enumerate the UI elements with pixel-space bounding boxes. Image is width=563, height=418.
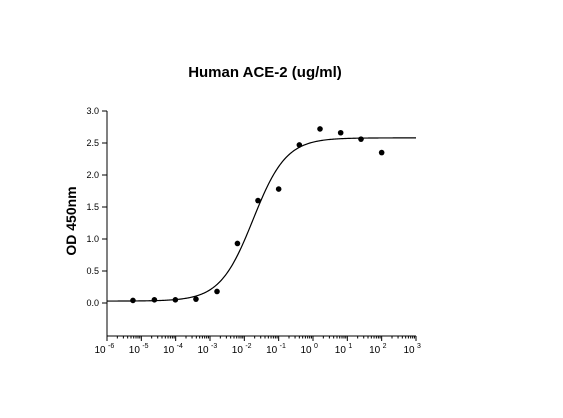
fit-curve-layer	[106, 137, 416, 302]
x-tick-label: 10	[266, 345, 278, 356]
x-tick-label: 10	[369, 345, 381, 356]
y-tick-label: 0.5	[86, 266, 99, 276]
x-tick-exponent: -5	[142, 343, 148, 350]
x-tick-exponent: 0	[314, 343, 318, 350]
x-tick-label: 10	[335, 345, 347, 356]
y-tick-label: 2.0	[86, 170, 99, 180]
x-tick-exponent: 1	[348, 343, 352, 350]
data-point	[255, 197, 261, 204]
x-tick-label: 10	[232, 345, 244, 356]
data-point	[172, 297, 179, 303]
data-point	[296, 142, 303, 148]
data-point	[317, 126, 323, 132]
x-tick-exponent: -1	[280, 343, 286, 350]
x-tick-label: 10	[197, 345, 209, 356]
data-point	[234, 240, 241, 247]
x-tick-label: 10	[403, 345, 415, 356]
x-tick-exponent: 3	[417, 343, 421, 350]
fit-curve	[106, 137, 416, 302]
chart-title: Human ACE-2 (ug/ml)	[188, 64, 342, 81]
x-tick-label: 10	[163, 345, 175, 356]
data-point	[151, 297, 158, 303]
y-axis-label: OD 450nm	[63, 186, 79, 255]
axes	[106, 111, 416, 337]
x-ticks: 10 -6 10 -5 10 -4 10 -3 10 -2 10 -1 10 0 10 1 10 2 10 3	[94, 336, 421, 356]
data-point	[275, 186, 282, 192]
x-tick-label: 10	[94, 345, 106, 356]
data-point	[337, 129, 344, 136]
data-points	[130, 126, 385, 304]
y-tick-label: 1.0	[86, 234, 99, 244]
y-tick-label: 3.0	[86, 106, 99, 116]
x-tick-label: 10	[300, 345, 312, 356]
data-point	[193, 296, 199, 302]
y-tick-label: 0.0	[86, 298, 99, 308]
data-point	[358, 136, 364, 142]
data-point	[130, 297, 136, 304]
x-tick-exponent: -6	[108, 343, 114, 350]
x-tick-exponent: -4	[177, 343, 183, 350]
y-tick-label: 1.5	[86, 202, 99, 212]
data-point	[214, 288, 220, 295]
data-point	[378, 149, 385, 156]
x-tick-label: 10	[129, 345, 141, 356]
y-tick-label: 2.5	[86, 138, 99, 148]
y-ticks: 0.0 0.5 1.0 1.5 2.0 2.5 3.0	[86, 106, 107, 308]
x-tick-exponent: 2	[383, 343, 387, 350]
x-tick-exponent: -3	[211, 343, 217, 350]
x-tick-exponent: -2	[245, 343, 251, 350]
